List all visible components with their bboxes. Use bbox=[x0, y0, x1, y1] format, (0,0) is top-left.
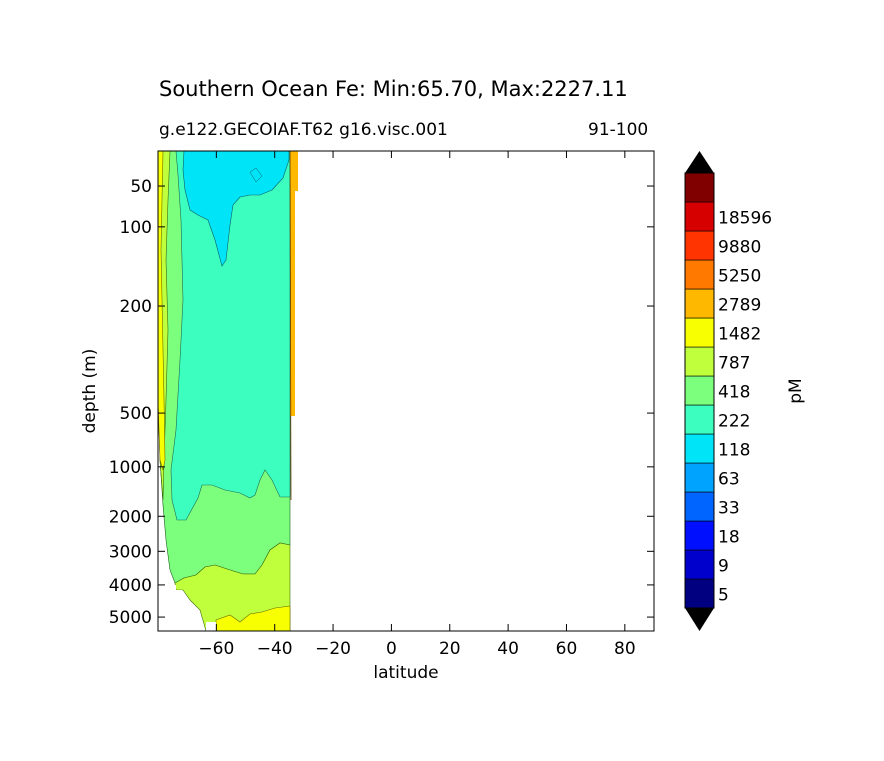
colorbar-frame bbox=[684, 172, 715, 609]
x-tick-label: −60 bbox=[198, 639, 234, 659]
colorbar-segment bbox=[684, 462, 715, 493]
colorbar-tick-label: 63 bbox=[718, 470, 740, 490]
colorbar-tick-label: 118 bbox=[718, 441, 750, 461]
y-tick-label: 200 bbox=[120, 297, 152, 317]
colorbar-tick-label: 1482 bbox=[718, 325, 761, 345]
colorbar-tick-label: 787 bbox=[718, 354, 750, 374]
x-tick-label: 60 bbox=[556, 639, 578, 659]
colorbar-segment bbox=[684, 375, 715, 406]
colorbar-tick-label: 5 bbox=[718, 586, 729, 606]
colorbar-segment bbox=[684, 404, 715, 435]
y-tick-label: 3000 bbox=[109, 542, 152, 562]
y-tick-label: 5000 bbox=[109, 608, 152, 628]
y-axis-label: depth (m) bbox=[80, 349, 100, 434]
colorbar-segment bbox=[684, 201, 715, 232]
contour-band-118-222 bbox=[170, 150, 291, 521]
colorbar-extend-min bbox=[685, 608, 714, 631]
colorbar-segment bbox=[684, 230, 715, 261]
colorbar-tick-label: 418 bbox=[718, 383, 750, 403]
colorbar-segment bbox=[684, 288, 715, 319]
y-tick-label: 100 bbox=[120, 218, 152, 238]
x-axis-label: latitude bbox=[373, 663, 438, 683]
y-axis: 50 100 200 500 1000 2000 3000 4000 5000 bbox=[109, 177, 654, 628]
contour-band-787-1482-coast bbox=[157, 150, 166, 471]
plot-frame bbox=[157, 150, 655, 632]
colorbar: 5 9 18 33 63 118 222 418 787 1482 2789 5250 9880 1859… bbox=[684, 151, 772, 631]
x-tick-label: 40 bbox=[497, 639, 519, 659]
colorbar-tick-label: 222 bbox=[718, 412, 750, 432]
colorbar-tick-label: 2789 bbox=[718, 296, 761, 316]
contour-band-1482-2789-column bbox=[290, 191, 295, 416]
contour-field bbox=[157, 150, 298, 632]
colorbar-segment bbox=[684, 346, 715, 377]
x-tick-label: 20 bbox=[439, 639, 461, 659]
colorbar-segment bbox=[684, 549, 715, 580]
x-axis: −60 −40 −20 0 20 40 60 80 bbox=[198, 151, 636, 659]
colorbar-extend-max bbox=[685, 151, 714, 173]
x-tick-label: 0 bbox=[386, 639, 397, 659]
y-tick-label: 500 bbox=[120, 404, 152, 424]
y-tick-label: 2000 bbox=[109, 507, 152, 527]
y-tick-label: 50 bbox=[130, 177, 152, 197]
x-tick-label: 80 bbox=[614, 639, 636, 659]
colorbar-tick-label: 18596 bbox=[718, 209, 772, 229]
y-tick-label: 1000 bbox=[109, 458, 152, 478]
colorbar-tick-label: 33 bbox=[718, 499, 740, 519]
contour-band-418-787-deep bbox=[174, 542, 291, 632]
colorbar-segment bbox=[684, 317, 715, 348]
contour-patch-cyan bbox=[249, 167, 263, 183]
chart-subtitle: g.e122.GECOIAF.T62 g16.visc.001 bbox=[159, 120, 448, 140]
contour-band-1482-2789-north bbox=[290, 151, 298, 191]
chart-title: Southern Ocean Fe: Min:65.70, Max:2227.1… bbox=[159, 77, 628, 101]
x-tick-label: −20 bbox=[315, 639, 351, 659]
chart-period-label: 91-100 bbox=[588, 120, 649, 140]
colorbar-label: pM bbox=[786, 378, 806, 403]
colorbar-tick-label: 18 bbox=[718, 528, 740, 548]
colorbar-segment bbox=[684, 520, 715, 551]
y-tick-label: 4000 bbox=[109, 576, 152, 596]
contour-band-63-118 bbox=[182, 150, 290, 267]
colorbar-tick-label: 9 bbox=[718, 557, 729, 577]
colorbar-segment bbox=[684, 578, 715, 609]
contour-line-north bbox=[289, 150, 292, 501]
colorbar-segment bbox=[684, 491, 715, 522]
bathymetry-mask bbox=[158, 570, 216, 631]
colorbar-segment bbox=[684, 259, 715, 290]
colorbar-tick-label: 5250 bbox=[718, 267, 761, 287]
colorbar-tick-label: 9880 bbox=[718, 238, 761, 258]
colorbar-segment bbox=[684, 172, 715, 203]
colorbar-segment bbox=[684, 433, 715, 464]
x-tick-label: −40 bbox=[257, 639, 293, 659]
